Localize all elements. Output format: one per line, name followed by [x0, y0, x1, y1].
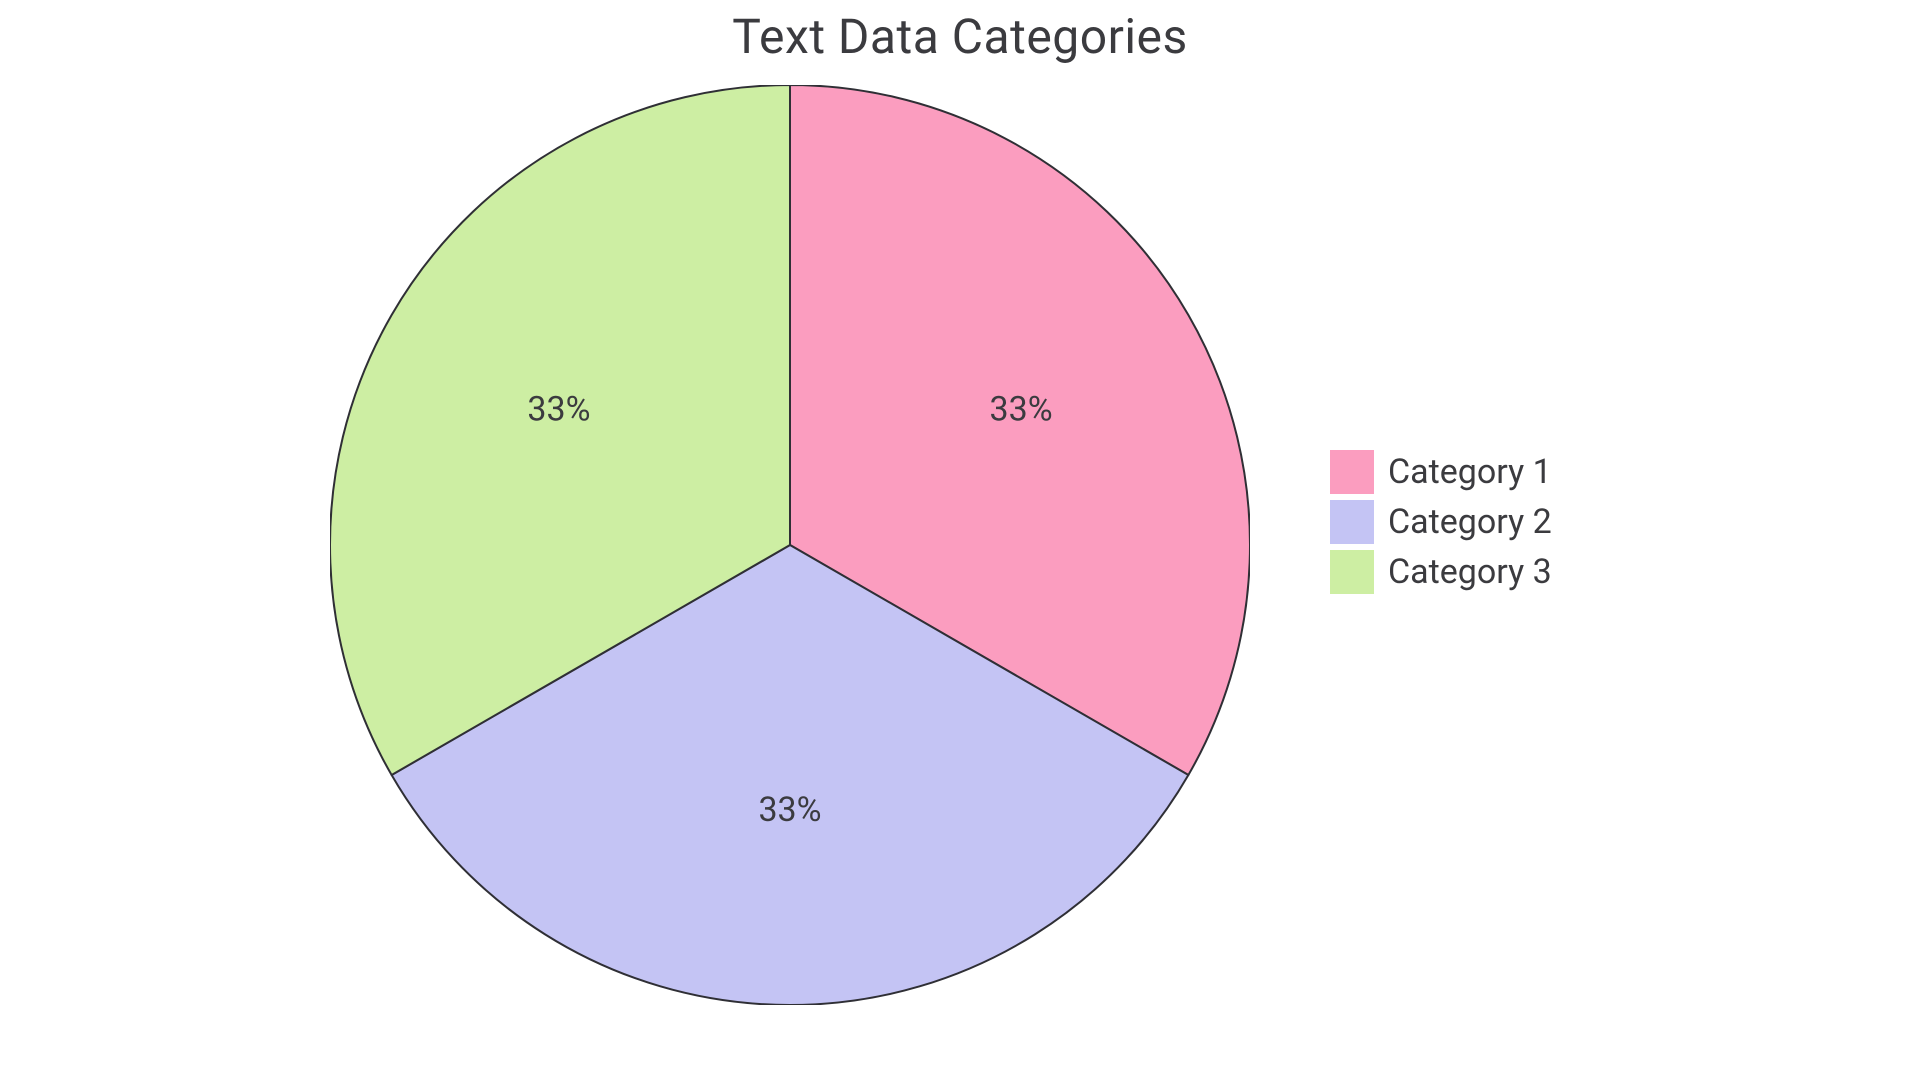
slice-label-2: 33%	[758, 790, 821, 830]
legend-swatch-3	[1330, 550, 1374, 594]
slice-label-3: 33%	[527, 390, 590, 430]
legend-label-3: Category 3	[1388, 552, 1552, 592]
legend-swatch-1	[1330, 450, 1374, 494]
pie-svg: 33% 33% 33%	[330, 85, 1250, 1005]
pie-area: 33% 33% 33%	[330, 85, 1250, 1005]
legend-item-2: Category 2	[1330, 500, 1552, 544]
legend-item-3: Category 3	[1330, 550, 1552, 594]
legend-label-2: Category 2	[1388, 502, 1552, 542]
legend-swatch-2	[1330, 500, 1374, 544]
legend-label-1: Category 1	[1388, 452, 1552, 492]
slice-label-1: 33%	[989, 390, 1052, 430]
legend: Category 1 Category 2 Category 3	[1330, 450, 1552, 594]
chart-title: Text Data Categories	[0, 8, 1920, 65]
legend-item-1: Category 1	[1330, 450, 1552, 494]
pie-chart-container: Text Data Categories 33% 33% 33% Category …	[0, 0, 1920, 1080]
